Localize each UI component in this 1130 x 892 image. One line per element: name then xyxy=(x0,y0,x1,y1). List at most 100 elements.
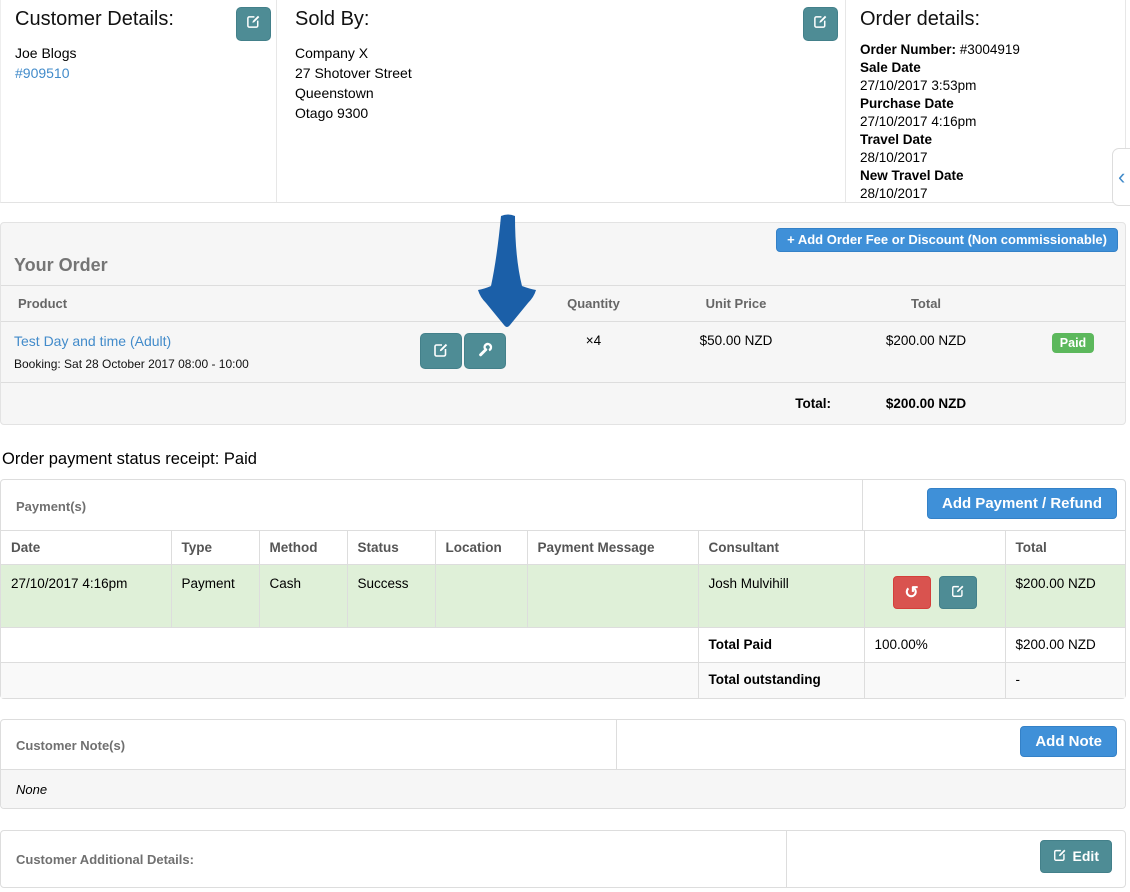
order-number-line: Order Number: #3004919 xyxy=(860,42,1020,57)
customer-notes-panel: Customer Note(s) Add Note None xyxy=(0,718,1126,809)
divider xyxy=(862,480,863,530)
your-order-panel: + Add Order Fee or Discount (Non commiss… xyxy=(0,222,1126,425)
field-value: 28/10/2017 xyxy=(860,150,928,165)
column-header-total: Total xyxy=(1005,531,1125,565)
edit-additional-details-button[interactable]: Edit xyxy=(1039,839,1112,873)
sold-by-title: Sold By: xyxy=(295,8,370,30)
collapse-panel-tab[interactable]: ‹ xyxy=(1112,148,1130,206)
sold-by-city: Queenstown xyxy=(295,85,374,101)
column-header-payment-message: Payment Message xyxy=(527,531,699,565)
item-unit-price: $50.00 NZD xyxy=(641,321,831,383)
payment-consultant: Josh Mulvihill xyxy=(698,564,865,628)
field-label: Sale Date xyxy=(860,60,921,75)
order-number-value: #3004919 xyxy=(959,42,1020,57)
column-header-type: Type xyxy=(171,531,260,565)
undo-icon: ↺ xyxy=(904,583,919,602)
column-header-actions xyxy=(864,531,1006,565)
edit-item-button[interactable] xyxy=(420,333,462,369)
total-paid-value: $200.00 NZD xyxy=(1005,627,1125,663)
payments-table: Date Type Method Status Location Payment… xyxy=(1,531,1125,698)
customer-id-link[interactable]: #909510 xyxy=(15,65,70,81)
payment-status: Success xyxy=(347,564,436,628)
order-details-panel: Order details: Order Number: #3004919 Sa… xyxy=(846,0,1125,202)
column-header-location: Location xyxy=(435,531,528,565)
order-details-title: Order details: xyxy=(860,8,981,30)
total-outstanding-value: - xyxy=(1005,662,1125,698)
payments-title: Payment(s) xyxy=(16,499,87,514)
wrench-icon xyxy=(477,342,493,361)
customer-notes-empty-text: None xyxy=(1,768,1125,808)
item-quantity: ×4 xyxy=(546,321,641,383)
product-link[interactable]: Test Day and time (Adult) xyxy=(14,333,172,349)
column-header-quantity: Quantity xyxy=(546,285,641,322)
column-header-product: Product xyxy=(1,285,546,322)
payments-panel: Payment(s) Add Payment / Refund Date Typ… xyxy=(0,479,1126,699)
column-header-date: Date xyxy=(1,531,172,565)
total-outstanding-row: Total outstanding - xyxy=(1,662,1125,698)
your-order-title: Your Order xyxy=(14,255,108,275)
sold-by-region: Otago 9300 xyxy=(295,105,369,121)
divider xyxy=(786,830,787,887)
add-order-fee-button[interactable]: + Add Order Fee or Discount (Non commiss… xyxy=(776,228,1118,252)
booking-info: Booking: Sat 28 October 2017 08:00 - 10:… xyxy=(14,357,249,371)
payment-type: Payment xyxy=(171,564,260,628)
order-item-row: Test Day and time (Adult) Booking: Sat 2… xyxy=(1,321,1125,383)
field-label: Travel Date xyxy=(860,132,933,147)
column-header-status: Status xyxy=(347,531,436,565)
field-label: Purchase Date xyxy=(860,96,954,111)
paid-status-badge: Paid xyxy=(1051,333,1095,353)
sold-by-street: 27 Shotover Street xyxy=(295,65,412,81)
order-total-value: $200.00 NZD xyxy=(885,396,967,411)
sold-by-company: Company X xyxy=(295,45,369,61)
total-outstanding-percent xyxy=(864,662,1006,698)
payment-method: Cash xyxy=(259,564,348,628)
divider xyxy=(616,719,617,769)
customer-name: Joe Blogs xyxy=(15,45,77,61)
pencil-square-icon xyxy=(433,342,449,361)
customer-additional-details-title: Customer Additional Details: xyxy=(16,851,194,867)
edit-order-details-button[interactable] xyxy=(803,7,838,41)
order-total-row: Total: $200.00 NZD xyxy=(1,383,1125,423)
pencil-square-icon xyxy=(246,14,261,34)
payment-row: 27/10/2017 4:16pm Payment Cash Success J… xyxy=(1,564,1125,628)
field-label: New Travel Date xyxy=(860,168,964,183)
total-outstanding-label: Total outstanding xyxy=(698,662,865,698)
pencil-square-icon xyxy=(1053,848,1067,865)
customer-details-title: Customer Details: xyxy=(15,8,174,30)
field-value: 27/10/2017 4:16pm xyxy=(860,114,977,129)
payment-total: $200.00 NZD xyxy=(1005,564,1125,628)
customer-details-panel: Customer Details: Joe Blogs #909510 xyxy=(1,0,277,202)
refund-payment-button[interactable]: ↺ xyxy=(892,576,931,609)
order-total-label: Total: xyxy=(795,396,831,411)
add-payment-refund-button[interactable]: Add Payment / Refund xyxy=(926,488,1117,519)
payment-message xyxy=(527,564,699,628)
column-header-status xyxy=(1021,285,1125,322)
field-value: 28/10/2017 xyxy=(860,186,928,201)
total-paid-label: Total Paid xyxy=(698,627,865,663)
edit-payment-button[interactable] xyxy=(938,576,977,609)
total-paid-row: Total Paid 100.00% $200.00 NZD xyxy=(1,627,1125,663)
order-items-table: Product Quantity Unit Price Total Test D… xyxy=(1,285,1125,422)
item-tools-button[interactable] xyxy=(464,333,506,369)
edit-customer-button[interactable] xyxy=(236,7,271,41)
column-header-unit-price: Unit Price xyxy=(641,285,831,322)
column-header-consultant: Consultant xyxy=(698,531,865,565)
total-paid-percent: 100.00% xyxy=(864,627,1006,663)
pencil-square-icon xyxy=(813,14,828,34)
item-total: $200.00 NZD xyxy=(831,321,1021,383)
add-note-button[interactable]: Add Note xyxy=(1020,725,1117,757)
payment-location xyxy=(435,564,528,628)
column-header-method: Method xyxy=(259,531,348,565)
pencil-square-icon xyxy=(951,584,965,601)
customer-additional-details-panel: Customer Additional Details: Edit xyxy=(0,829,1126,888)
sold-by-panel: Sold By: Company X 27 Shotover Street Qu… xyxy=(277,0,846,202)
column-header-total: Total xyxy=(831,285,1021,322)
customer-notes-header: Customer Note(s) Add Note xyxy=(1,719,1125,769)
field-value: 27/10/2017 3:53pm xyxy=(860,78,977,93)
chevron-left-icon: ‹ xyxy=(1118,164,1126,189)
customer-notes-title: Customer Note(s) xyxy=(16,737,126,753)
payment-status-heading: Order payment status receipt: Paid xyxy=(2,450,257,468)
edit-button-label: Edit xyxy=(1072,848,1099,864)
payment-date: 27/10/2017 4:16pm xyxy=(1,564,172,628)
payments-panel-header: Payment(s) Add Payment / Refund xyxy=(1,480,1125,531)
